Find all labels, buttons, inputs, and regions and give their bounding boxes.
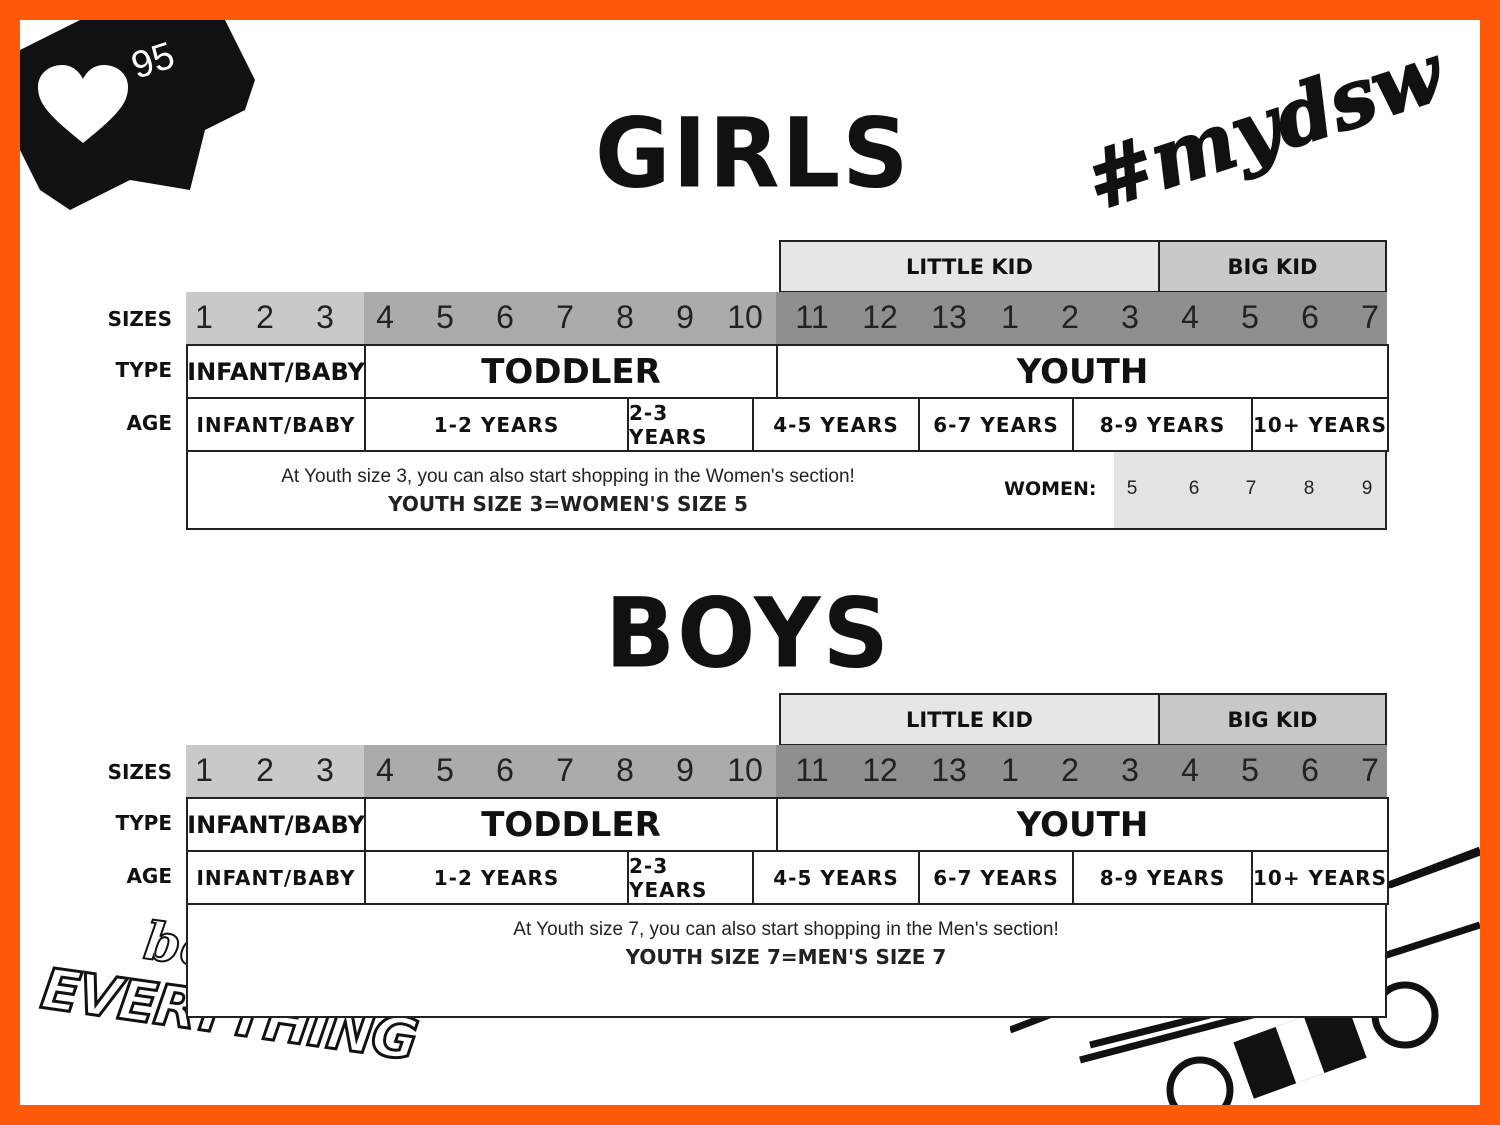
size-value: 1 <box>1001 299 1019 335</box>
sizes-band-youth <box>776 745 1387 798</box>
size-value: 6 <box>1301 752 1319 788</box>
age-cell: 6-7 YEARS <box>918 850 1074 905</box>
type-cell: YOUTH <box>776 344 1389 399</box>
age-cell: 6-7 YEARS <box>918 397 1074 452</box>
size-value: 1 <box>1001 752 1019 788</box>
women-size-cells <box>1114 452 1385 528</box>
little-kid-header: LITTLE KID <box>779 240 1160 293</box>
brand-hashtag-logo: #mydsw <box>1073 24 1454 229</box>
row-label-sizes: SIZES <box>107 760 172 784</box>
size-value: 4 <box>376 752 394 788</box>
size-value: 2 <box>256 299 274 335</box>
size-value: 12 <box>862 299 898 335</box>
size-value: 2 <box>256 752 274 788</box>
little-kid-header: LITTLE KID <box>779 693 1160 746</box>
note-text: At Youth size 7, you can also start shop… <box>386 919 1186 969</box>
sizes-band-infant <box>186 745 364 798</box>
size-value: 9 <box>676 752 694 788</box>
big-kid-header: BIG KID <box>1158 693 1387 746</box>
size-value: 6 <box>496 752 514 788</box>
age-cell: INFANT/BABY <box>186 397 366 452</box>
likes-badge: 95 <box>20 20 260 220</box>
size-value: 13 <box>931 752 967 788</box>
type-cell: YOUTH <box>776 797 1389 852</box>
note-box <box>186 903 1387 1018</box>
women-label: WOMEN: <box>1004 478 1097 500</box>
size-value: 3 <box>316 752 334 788</box>
type-cell: INFANT/BABY <box>186 344 366 399</box>
size-value: 9 <box>676 299 694 335</box>
size-value: 3 <box>1121 752 1139 788</box>
sizes-band-toddler <box>364 292 776 345</box>
size-value: 4 <box>376 299 394 335</box>
size-value: 5 <box>436 299 454 335</box>
size-value: 7 <box>556 299 574 335</box>
row-label-age: AGE <box>126 864 172 888</box>
size-value: 10 <box>727 752 763 788</box>
type-cell: TODDLER <box>364 344 778 399</box>
note-line2: YOUTH SIZE 3=WOMEN'S SIZE 5 <box>388 492 748 516</box>
age-cell: 8-9 YEARS <box>1072 850 1253 905</box>
size-value: 8 <box>616 752 634 788</box>
size-value: 7 <box>1361 299 1379 335</box>
size-value: 1 <box>195 299 213 335</box>
sizes-band-toddler <box>364 745 776 798</box>
age-cell: 8-9 YEARS <box>1072 397 1253 452</box>
age-cell: 2-3 YEARS <box>627 850 754 905</box>
note-line2: YOUTH SIZE 7=MEN'S SIZE 7 <box>625 945 947 969</box>
size-value: 2 <box>1061 752 1079 788</box>
size-value: 8 <box>616 299 634 335</box>
women-size-value: 8 <box>1303 478 1315 499</box>
age-cell: INFANT/BABY <box>186 850 366 905</box>
women-size-value: 6 <box>1188 478 1200 499</box>
row-label-type: TYPE <box>115 358 172 382</box>
size-value: 3 <box>1121 299 1139 335</box>
sizes-band-infant <box>186 292 364 345</box>
heart-icon <box>38 65 128 149</box>
women-size-value: 5 <box>1126 478 1138 499</box>
type-cell: INFANT/BABY <box>186 797 366 852</box>
age-cell: 10+ YEARS <box>1251 850 1389 905</box>
size-value: 6 <box>1301 299 1319 335</box>
note-text: At Youth size 3, you can also start shop… <box>168 466 968 516</box>
age-cell: 10+ YEARS <box>1251 397 1389 452</box>
note-line1: At Youth size 7, you can also start shop… <box>513 919 1059 940</box>
size-value: 12 <box>862 752 898 788</box>
size-value: 11 <box>795 752 829 788</box>
size-value: 5 <box>436 752 454 788</box>
big-kid-header: BIG KID <box>1158 240 1387 293</box>
size-value: 3 <box>316 299 334 335</box>
size-value: 2 <box>1061 299 1079 335</box>
age-cell: 1-2 YEARS <box>364 397 629 452</box>
note-line1: At Youth size 3, you can also start shop… <box>281 466 855 487</box>
age-cell: 4-5 YEARS <box>752 850 920 905</box>
size-value: 13 <box>931 299 967 335</box>
women-size-value: 9 <box>1361 478 1373 499</box>
type-cell: TODDLER <box>364 797 778 852</box>
size-value: 6 <box>496 299 514 335</box>
size-chart-canvas: 95 #mydsw best of EVERYTHING GIRLSLITTLE… <box>20 20 1480 1105</box>
size-value: 5 <box>1241 752 1259 788</box>
age-cell: 4-5 YEARS <box>752 397 920 452</box>
girls-title: GIRLS <box>595 97 911 210</box>
row-label-age: AGE <box>126 411 172 435</box>
size-value: 4 <box>1181 752 1199 788</box>
size-value: 7 <box>1361 752 1379 788</box>
size-value: 5 <box>1241 299 1259 335</box>
age-cell: 1-2 YEARS <box>364 850 629 905</box>
sizes-band-youth <box>776 292 1387 345</box>
row-label-sizes: SIZES <box>107 307 172 331</box>
boys-title: BOYS <box>605 577 891 690</box>
age-cell: 2-3 YEARS <box>627 397 754 452</box>
women-size-value: 7 <box>1245 478 1257 499</box>
size-value: 10 <box>727 299 763 335</box>
cassette-illustration <box>1008 830 1480 1105</box>
size-value: 11 <box>795 299 829 335</box>
size-value: 4 <box>1181 299 1199 335</box>
row-label-type: TYPE <box>115 811 172 835</box>
size-value: 1 <box>195 752 213 788</box>
size-value: 7 <box>556 752 574 788</box>
